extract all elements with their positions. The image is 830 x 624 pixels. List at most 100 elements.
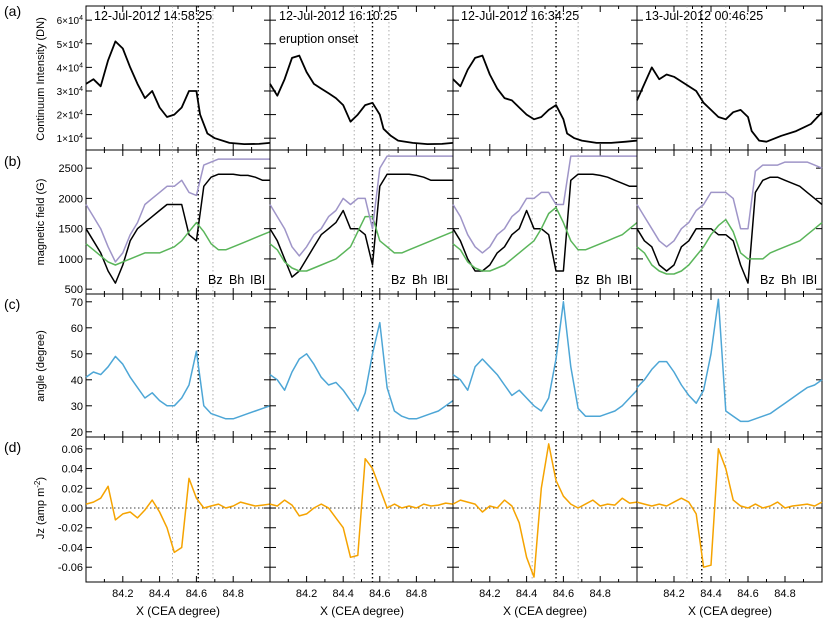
y-tick-label: 70 [71, 297, 83, 309]
y-tick-label: 0.02 [62, 483, 83, 495]
y-tick-label: 3×104 [57, 86, 84, 98]
x-axis-label-2: X (CEA degree) [320, 604, 404, 618]
series-line-intensity [269, 54, 454, 146]
series-line-ibi [269, 155, 453, 257]
y-tick-label-exponent: 4 [79, 62, 83, 69]
legend-ibi: IBI [802, 273, 817, 287]
panel-frame [636, 436, 823, 583]
y-tick-label: 6×104 [57, 15, 84, 27]
legend-ibi: IBI [433, 273, 448, 287]
panel-2-2: Bz Bh IBI [269, 149, 454, 295]
y-axis-label-field: magnetic field (G) [35, 179, 47, 266]
series-line-angle [636, 298, 823, 423]
x-tick-label: 84.4 [332, 588, 353, 600]
y-tick-label-exponent: 4 [79, 110, 83, 117]
series-line-ibi [452, 155, 637, 254]
y-tick-label: 1×104 [57, 133, 84, 145]
y-axis-label-jz-text: Jz (amp m [35, 488, 47, 539]
panel-1-3 [452, 5, 638, 151]
legend-bz: Bz [208, 273, 223, 287]
series-line-intensity [636, 66, 823, 143]
y-tick-label: 500 [65, 284, 83, 296]
series-line-jz [452, 443, 638, 578]
series-line-ibi [85, 158, 270, 263]
panel-3-2 [269, 293, 454, 438]
series-line-angle [452, 301, 638, 417]
panel-1-2 [269, 5, 454, 151]
x-tick-label: 84.6 [186, 588, 207, 600]
y-axis-label-jz: Jz (amp m-2) [33, 477, 47, 539]
y-tick-label-exponent: 4 [79, 133, 83, 140]
y-tick-label-exponent: 4 [79, 86, 83, 93]
x-axis-label-4: X (CEA degree) [688, 604, 772, 618]
series-line-bz [452, 173, 637, 272]
y-tick-label: -0.02 [58, 523, 83, 535]
series-line-bz [636, 176, 823, 284]
y-tick-label: 40 [71, 375, 83, 387]
panel-2-3: Bz Bh IBI [452, 149, 638, 295]
series-line-bh [636, 218, 823, 275]
y-tick-label: -0.04 [58, 542, 83, 554]
y-axis-label-jz-close: ) [35, 477, 47, 481]
y-tick-label: -0.06 [58, 562, 83, 574]
x-tick-label: 84.4 [149, 588, 170, 600]
panel-2-4: Bz Bh IBI [636, 149, 823, 295]
panel-frame [636, 293, 823, 438]
x-tick-label: 84.2 [296, 588, 317, 600]
legend-bz: Bz [391, 273, 406, 287]
panel-3-4 [636, 293, 823, 438]
y-axis-label-jz-exponent: -2 [33, 480, 42, 488]
legend-bh: Bh [781, 273, 796, 287]
panel-frame [269, 5, 454, 151]
series-line-bh [452, 206, 638, 272]
row-label-b: (b) [4, 153, 21, 169]
x-tick-label: 84.8 [222, 588, 243, 600]
legend-bh: Bh [229, 273, 244, 287]
y-tick-label: 1000 [59, 254, 83, 266]
panel-frame [452, 293, 638, 438]
series-line-jz [85, 477, 271, 554]
x-axis-label-3: X (CEA degree) [503, 604, 587, 618]
column-time-3: 12-Jul-2012 16:34:25 [461, 9, 579, 23]
y-axis-label-angle: angle (degree) [35, 330, 47, 402]
x-tick-label: 84.2 [112, 588, 133, 600]
x-tick-label: 84.2 [663, 588, 684, 600]
y-tick-label: 0.04 [62, 464, 83, 476]
series-line-bz [85, 173, 270, 284]
column-time-4: 13-Jul-2012 00:46:25 [645, 9, 763, 23]
y-tick-label-mantissa: 4×10 [57, 63, 80, 74]
series-line-angle [269, 321, 454, 420]
x-tick-label: 84.2 [479, 588, 500, 600]
panel-4-2: 84.2 84.4 84.6 84.8 [269, 436, 454, 600]
y-tick-label: 2×104 [57, 110, 84, 122]
column-time-1: 12-Jul-2012 14:58:25 [94, 9, 212, 23]
series-line-intensity [85, 40, 271, 146]
series-line-jz [269, 457, 454, 559]
series-line-angle [85, 350, 271, 420]
legend-ibi: IBI [250, 273, 265, 287]
y-tick-label-mantissa: 3×10 [57, 87, 80, 98]
y-tick-label-mantissa: 2×10 [57, 111, 80, 122]
y-tick-label-mantissa: 1×10 [57, 134, 80, 145]
y-tick-label: 2000 [59, 193, 83, 205]
panel-4-3: 84.2 84.4 84.6 84.8 [452, 436, 638, 600]
panel-4-1: -0.06 -0.04 -0.02 0.00 0.02 0.04 0.06 84.2 84.4 8… [58, 436, 271, 600]
column-note-2: eruption onset [279, 32, 359, 46]
y-tick-label: 50 [71, 349, 83, 361]
panel-3-3 [452, 293, 638, 438]
y-tick-label: 1500 [59, 224, 83, 236]
legend-bz: Bz [760, 273, 775, 287]
x-tick-label: 84.8 [774, 588, 795, 600]
y-tick-label: 30 [71, 401, 83, 413]
x-tick-label: 84.8 [406, 588, 427, 600]
row-label-a: (a) [4, 3, 21, 19]
x-tick-label: 84.6 [369, 588, 390, 600]
series-line-bh [85, 221, 271, 266]
labels-layer: (a) (b) (c) (d) Continuum Intensity (DN)… [4, 3, 772, 618]
legend-bh: Bh [412, 273, 427, 287]
x-tick-label: 84.6 [737, 588, 758, 600]
y-tick-label-mantissa: 6×10 [57, 16, 80, 27]
